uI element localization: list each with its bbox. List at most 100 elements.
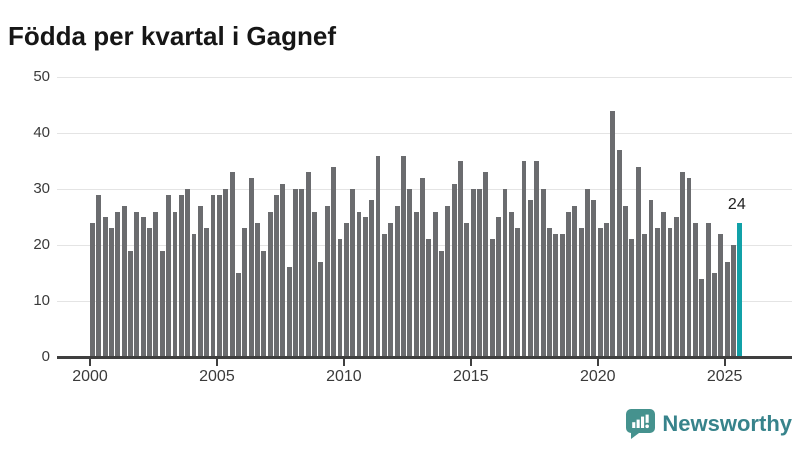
bar xyxy=(375,155,381,357)
bar xyxy=(388,222,394,357)
bar xyxy=(305,172,311,357)
x-axis-tick-2015 xyxy=(469,359,472,366)
x-axis-tick-2020 xyxy=(596,359,599,366)
bar xyxy=(724,261,730,357)
bar xyxy=(115,211,121,357)
x-axis-tick-2000 xyxy=(89,359,91,366)
bar xyxy=(559,233,565,357)
y-axis-label-10: 10 xyxy=(33,292,50,310)
newsworthy-branding: Newsworthy xyxy=(626,409,792,439)
bar xyxy=(527,200,533,357)
page-title: Födda per kvartal i Gagnef xyxy=(8,21,336,52)
bar xyxy=(731,245,736,357)
bar xyxy=(140,217,146,357)
bar xyxy=(178,194,184,357)
bar xyxy=(204,228,210,357)
y-axis-label-0: 0 xyxy=(41,348,50,365)
newsworthy-chart-bubble-icon xyxy=(626,409,656,439)
bar xyxy=(546,228,552,357)
x-axis-label-2000: 2000 xyxy=(72,368,108,385)
bar xyxy=(477,189,483,357)
bar xyxy=(642,233,648,357)
bar xyxy=(445,205,451,357)
bar xyxy=(356,211,362,357)
bar xyxy=(432,211,438,357)
bar xyxy=(508,211,514,357)
highlight-value-label: 24 xyxy=(727,195,746,213)
bar xyxy=(673,217,679,357)
bar xyxy=(242,228,248,357)
bar xyxy=(350,189,356,357)
bar xyxy=(572,205,578,357)
bar xyxy=(223,189,229,357)
bar xyxy=(185,189,191,357)
bar xyxy=(610,110,616,357)
bar xyxy=(159,250,165,357)
bar xyxy=(210,194,216,357)
bar xyxy=(267,211,273,357)
bar-highlighted xyxy=(737,222,743,357)
bar xyxy=(299,189,305,357)
bar xyxy=(667,228,673,357)
bar xyxy=(369,200,375,357)
bar xyxy=(585,189,590,357)
bar xyxy=(280,183,286,357)
bar xyxy=(686,177,692,357)
bar xyxy=(654,228,660,357)
bar xyxy=(362,217,368,357)
bar xyxy=(470,189,476,357)
bar xyxy=(420,177,425,357)
bar xyxy=(337,239,343,357)
bar xyxy=(534,161,540,357)
bar xyxy=(692,222,698,357)
bar xyxy=(216,194,222,357)
bar xyxy=(464,222,470,357)
bar xyxy=(553,233,559,357)
bar xyxy=(381,233,387,357)
newsworthy-wordmark: Newsworthy xyxy=(662,411,792,436)
bar xyxy=(147,228,152,357)
y-axis-label-20: 20 xyxy=(33,236,50,254)
bar xyxy=(172,211,178,357)
x-axis-label-2015: 2015 xyxy=(453,368,489,385)
bar xyxy=(229,172,235,357)
x-axis-tick-2010 xyxy=(342,359,345,366)
bar xyxy=(591,200,597,357)
bar xyxy=(166,194,172,357)
bar xyxy=(496,217,502,357)
bar xyxy=(248,177,254,357)
bar xyxy=(96,194,102,357)
bar xyxy=(648,200,654,357)
bar xyxy=(274,194,279,357)
bar xyxy=(318,261,324,357)
bar xyxy=(489,239,495,357)
bar xyxy=(616,149,622,357)
bar xyxy=(331,166,337,357)
bar xyxy=(400,155,406,357)
bar xyxy=(324,205,330,357)
bar xyxy=(255,222,260,357)
bar xyxy=(128,250,133,357)
bar xyxy=(439,250,444,357)
bar xyxy=(426,239,432,357)
bar xyxy=(604,222,609,357)
y-axis-label-30: 30 xyxy=(33,180,50,198)
bar xyxy=(635,166,641,357)
x-axis-label-2010: 2010 xyxy=(326,368,362,385)
x-axis-label-2020: 2020 xyxy=(579,368,616,385)
bar xyxy=(343,222,349,357)
bar xyxy=(711,273,717,357)
bar xyxy=(451,183,457,357)
bar xyxy=(121,205,127,357)
bar xyxy=(597,228,603,357)
x-axis-line xyxy=(57,356,792,359)
y-axis-label-50: 50 xyxy=(33,68,50,86)
bar xyxy=(705,222,711,357)
bar xyxy=(483,172,489,357)
bar xyxy=(699,278,705,357)
x-axis-tick-2005 xyxy=(215,359,218,366)
x-axis-label-2005: 2005 xyxy=(199,368,235,385)
x-axis-tick-2025 xyxy=(723,359,726,366)
gridline-y-40 xyxy=(57,132,792,134)
bar xyxy=(578,228,584,357)
